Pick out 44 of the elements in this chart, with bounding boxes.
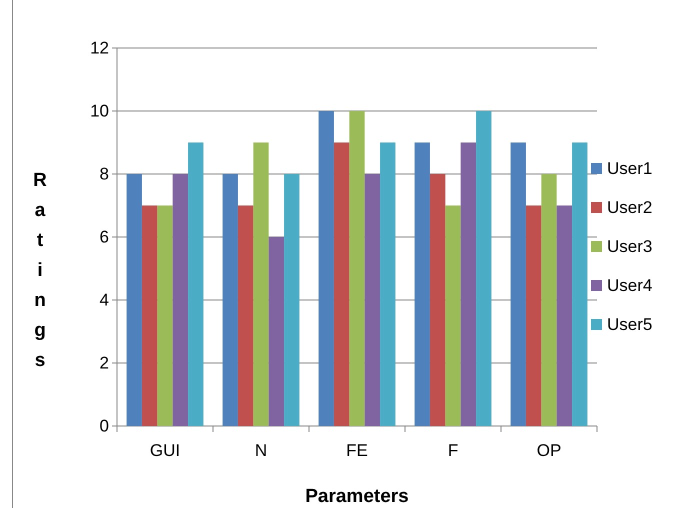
- y-tick-label: 10: [90, 101, 109, 120]
- y-axis-title: Ratings: [33, 170, 48, 371]
- bar: [445, 206, 461, 426]
- bar: [318, 111, 334, 426]
- bar: [572, 142, 588, 426]
- y-tick-label: 0: [100, 416, 109, 436]
- x-tick-label: FE: [346, 441, 368, 460]
- bar: [222, 174, 238, 426]
- legend-label: User5: [607, 315, 652, 334]
- legend-label: User3: [607, 237, 652, 256]
- legend-label: User4: [607, 276, 652, 295]
- bar: [414, 142, 430, 426]
- bar: [526, 206, 542, 426]
- y-tick-label: 4: [100, 290, 109, 310]
- legend-label: User1: [607, 159, 652, 178]
- x-tick-label: OP: [536, 441, 562, 460]
- bar: [510, 142, 526, 426]
- y-tick-label: 8: [100, 164, 109, 184]
- x-axis-title: Parameters: [305, 486, 409, 507]
- y-tick-label: 12: [90, 38, 109, 58]
- bar: [476, 111, 492, 426]
- bar: [460, 142, 476, 426]
- bar: [364, 174, 380, 426]
- bar: [556, 206, 572, 426]
- bar: [349, 111, 365, 426]
- x-tick-label: N: [254, 441, 268, 460]
- bar: [541, 174, 557, 426]
- bar: [253, 142, 269, 426]
- bar: [268, 237, 284, 426]
- bar: [142, 206, 158, 426]
- bar: [284, 174, 300, 426]
- y-tick-label: 2: [100, 353, 109, 372]
- bar: [126, 174, 142, 426]
- bar: [380, 142, 396, 426]
- x-tick-label: F: [448, 441, 458, 460]
- bar: [188, 142, 204, 426]
- legend-label: User2: [607, 198, 652, 217]
- bar: [157, 206, 173, 426]
- bar: [172, 174, 188, 426]
- bar: [334, 142, 350, 426]
- bar: [238, 206, 254, 426]
- y-tick-label: 6: [100, 227, 109, 246]
- bar: [430, 174, 446, 426]
- x-tick-label: GUI: [150, 441, 180, 460]
